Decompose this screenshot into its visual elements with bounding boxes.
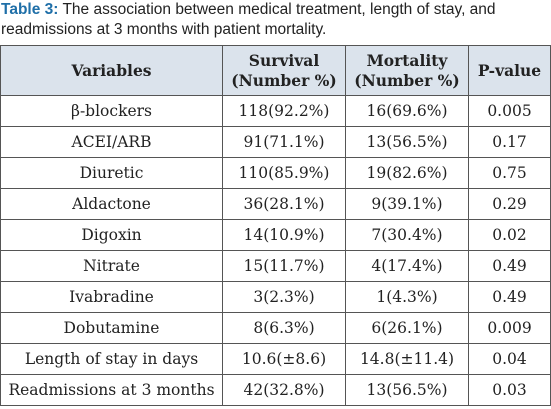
p-value-cell: 0.17 <box>468 126 551 158</box>
mortality-cell: 19(82.6%) <box>345 157 469 189</box>
header-survival-unit: (Number %) <box>231 70 337 90</box>
survival-cell: 15(11.7%) <box>222 250 346 282</box>
table-row: Dobutamine 8(6.3%) 6(26.1%) 0.009 <box>0 312 551 344</box>
table-caption-label: Table 3: <box>1 1 59 18</box>
table-row: Length of stay in days 10.6(±8.6) 14.8(±11… <box>0 343 551 375</box>
table-row: Diuretic 110(85.9%) 19(82.6%) 0.75 <box>0 157 551 189</box>
survival-cell: 3(2.3%) <box>222 281 346 313</box>
header-mortality: Mortality (Number %) <box>345 45 469 96</box>
survival-cell: 118(92.2%) <box>222 95 346 127</box>
mortality-cell: 13(56.5%) <box>345 126 469 158</box>
survival-cell: 8(6.3%) <box>222 312 346 344</box>
p-value-cell: 0.75 <box>468 157 551 189</box>
table-row: Readmissions at 3 months 42(32.8%) 13(56.5… <box>0 374 551 406</box>
survival-cell: 36(28.1%) <box>222 188 346 220</box>
header-p-value: P-value <box>468 45 551 96</box>
mortality-cell: 16(69.6%) <box>345 95 469 127</box>
p-value-cell: 0.49 <box>468 250 551 282</box>
variable-cell: Digoxin <box>0 219 223 251</box>
header-mortality-label: Mortality <box>366 50 448 70</box>
mortality-cell: 7(30.4%) <box>345 219 469 251</box>
p-value-cell: 0.04 <box>468 343 551 375</box>
data-table: Variables Survival (Number %) Mortality (N… <box>0 45 551 406</box>
survival-cell: 91(71.1%) <box>222 126 346 158</box>
mortality-cell: 14.8(±11.4) <box>345 343 469 375</box>
table-header-row: Variables Survival (Number %) Mortality (N… <box>0 45 551 96</box>
survival-cell: 14(10.9%) <box>222 219 346 251</box>
variable-cell: ACEI/ARB <box>0 126 223 158</box>
variable-cell: Dobutamine <box>0 312 223 344</box>
header-survival-label: Survival <box>248 50 320 70</box>
survival-cell: 10.6(±8.6) <box>222 343 346 375</box>
header-variables: Variables <box>0 45 223 96</box>
mortality-cell: 9(39.1%) <box>345 188 469 220</box>
table-row: Ivabradine 3(2.3%) 1(4.3%) 0.49 <box>0 281 551 313</box>
p-value-cell: 0.02 <box>468 219 551 251</box>
table-row: Digoxin 14(10.9%) 7(30.4%) 0.02 <box>0 219 551 251</box>
mortality-cell: 1(4.3%) <box>345 281 469 313</box>
table-row: Nitrate 15(11.7%) 4(17.4%) 0.49 <box>0 250 551 282</box>
variable-cell: β-blockers <box>0 95 223 127</box>
header-p-value-label: P-value <box>477 60 542 80</box>
survival-cell: 42(32.8%) <box>222 374 346 406</box>
mortality-cell: 6(26.1%) <box>345 312 469 344</box>
table-row: Aldactone 36(28.1%) 9(39.1%) 0.29 <box>0 188 551 220</box>
table-body: β-blockers 118(92.2%) 16(69.6%) 0.005 ACEI/A… <box>0 95 551 406</box>
survival-cell: 110(85.9%) <box>222 157 346 189</box>
variable-cell: Ivabradine <box>0 281 223 313</box>
p-value-cell: 0.009 <box>468 312 551 344</box>
variable-cell: Readmissions at 3 months <box>0 374 223 406</box>
p-value-cell: 0.49 <box>468 281 551 313</box>
p-value-cell: 0.03 <box>468 374 551 406</box>
table-caption: Table 3: The association between medical… <box>1 0 549 40</box>
p-value-cell: 0.29 <box>468 188 551 220</box>
p-value-cell: 0.005 <box>468 95 551 127</box>
header-variables-label: Variables <box>71 60 152 80</box>
variable-cell: Nitrate <box>0 250 223 282</box>
table-row: β-blockers 118(92.2%) 16(69.6%) 0.005 <box>0 95 551 127</box>
table-caption-text: The association between medical treatmen… <box>1 1 496 38</box>
variable-cell: Length of stay in days <box>0 343 223 375</box>
variable-cell: Diuretic <box>0 157 223 189</box>
header-survival: Survival (Number %) <box>222 45 346 96</box>
mortality-cell: 4(17.4%) <box>345 250 469 282</box>
mortality-cell: 13(56.5%) <box>345 374 469 406</box>
variable-cell: Aldactone <box>0 188 223 220</box>
table-row: ACEI/ARB 91(71.1%) 13(56.5%) 0.17 <box>0 126 551 158</box>
header-mortality-unit: (Number %) <box>354 70 460 90</box>
